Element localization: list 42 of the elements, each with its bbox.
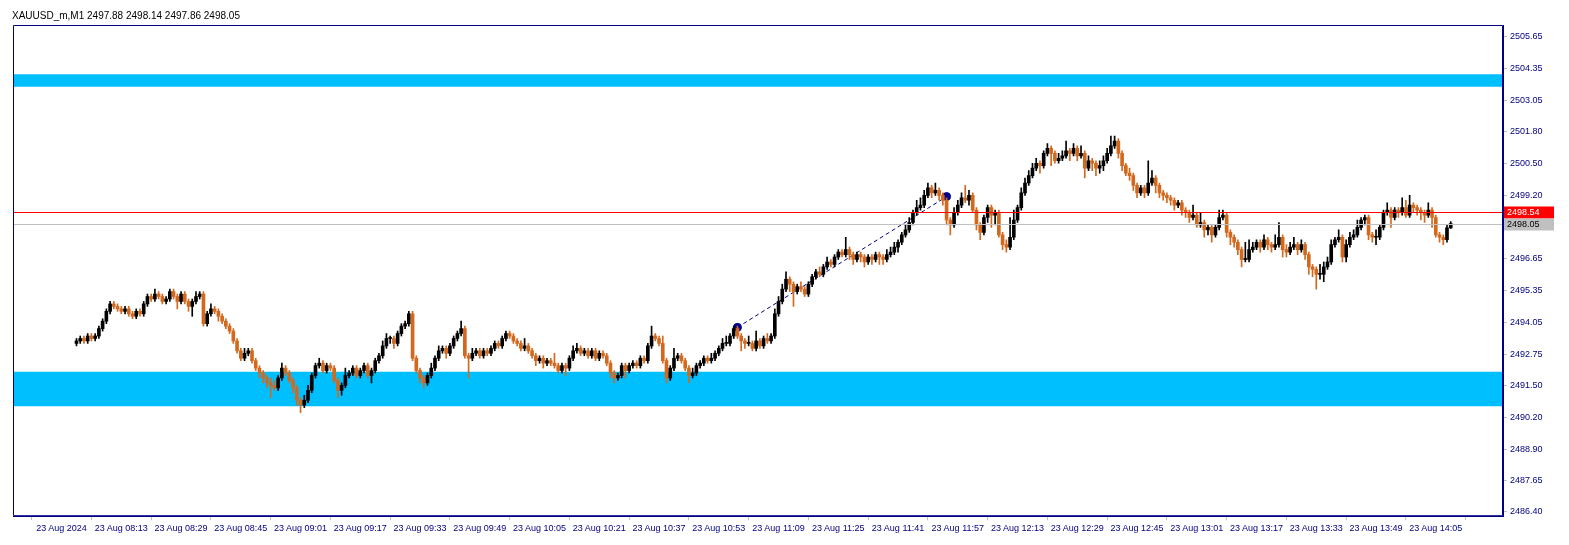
y-tick-label: 2490.20 bbox=[1510, 411, 1543, 422]
x-tick-label: 23 Aug 10:21 bbox=[572, 523, 626, 534]
y-tick-label: 2487.65 bbox=[1510, 474, 1543, 485]
x-tick-label: 23 Aug 09:33 bbox=[393, 523, 447, 534]
y-tick-label: 2496.65 bbox=[1510, 252, 1543, 263]
x-tick-label: 23 Aug 08:45 bbox=[214, 523, 268, 534]
y-tick-label: 2494.05 bbox=[1510, 316, 1543, 327]
x-tick-label: 23 Aug 13:33 bbox=[1289, 523, 1343, 534]
y-tick-label: 2486.40 bbox=[1510, 505, 1543, 516]
x-tick-label: 23 Aug 12:13 bbox=[991, 523, 1045, 534]
y-tick-label: 2492.75 bbox=[1510, 349, 1543, 360]
x-tick-label: 23 Aug 11:57 bbox=[931, 523, 984, 534]
x-tick-label: 23 Aug 08:13 bbox=[94, 523, 148, 534]
x-tick-label: 23 Aug 2024 bbox=[36, 523, 87, 534]
x-tick-label: 23 Aug 09:49 bbox=[453, 523, 507, 534]
y-tick-label: 2488.90 bbox=[1510, 444, 1543, 455]
x-tick-label: 23 Aug 13:01 bbox=[1170, 523, 1224, 534]
x-tick-label: 23 Aug 12:45 bbox=[1110, 523, 1164, 534]
chart-title: XAUUSD_m,M1 2497.88 2498.14 2497.86 2498.05 bbox=[12, 9, 241, 21]
x-tick-label: 23 Aug 12:29 bbox=[1050, 523, 1104, 534]
x-tick-label: 23 Aug 09:17 bbox=[333, 523, 387, 534]
y-tick-label: 2505.65 bbox=[1510, 30, 1543, 41]
x-tick-label: 23 Aug 10:37 bbox=[632, 523, 686, 534]
y-tick-label: 2501.80 bbox=[1510, 125, 1543, 136]
ref-line-label: 2498.54 bbox=[1507, 206, 1540, 217]
y-tick-label: 2500.50 bbox=[1510, 157, 1543, 168]
x-tick-label: 23 Aug 09:01 bbox=[274, 523, 328, 534]
x-tick-label: 23 Aug 11:25 bbox=[812, 523, 865, 534]
x-tick-label: 23 Aug 11:09 bbox=[752, 523, 805, 534]
y-tick-label: 2491.50 bbox=[1510, 379, 1543, 390]
x-tick-label: 23 Aug 08:29 bbox=[154, 523, 208, 534]
x-tick-label: 23 Aug 13:49 bbox=[1349, 523, 1403, 534]
x-tick-label: 23 Aug 10:53 bbox=[692, 523, 746, 534]
x-tick-label: 23 Aug 11:41 bbox=[871, 523, 925, 534]
y-tick-label: 2499.20 bbox=[1510, 189, 1543, 200]
x-tick-label: 23 Aug 13:17 bbox=[1230, 523, 1284, 534]
y-tick-label: 2495.35 bbox=[1510, 284, 1543, 295]
x-tick-label: 23 Aug 10:05 bbox=[513, 523, 567, 534]
y-tick-label: 2503.05 bbox=[1510, 94, 1543, 105]
ref-line-label: 2498.05 bbox=[1507, 218, 1540, 229]
x-tick-label: 23 Aug 14:05 bbox=[1409, 523, 1463, 534]
y-tick-label: 2504.35 bbox=[1510, 62, 1543, 73]
